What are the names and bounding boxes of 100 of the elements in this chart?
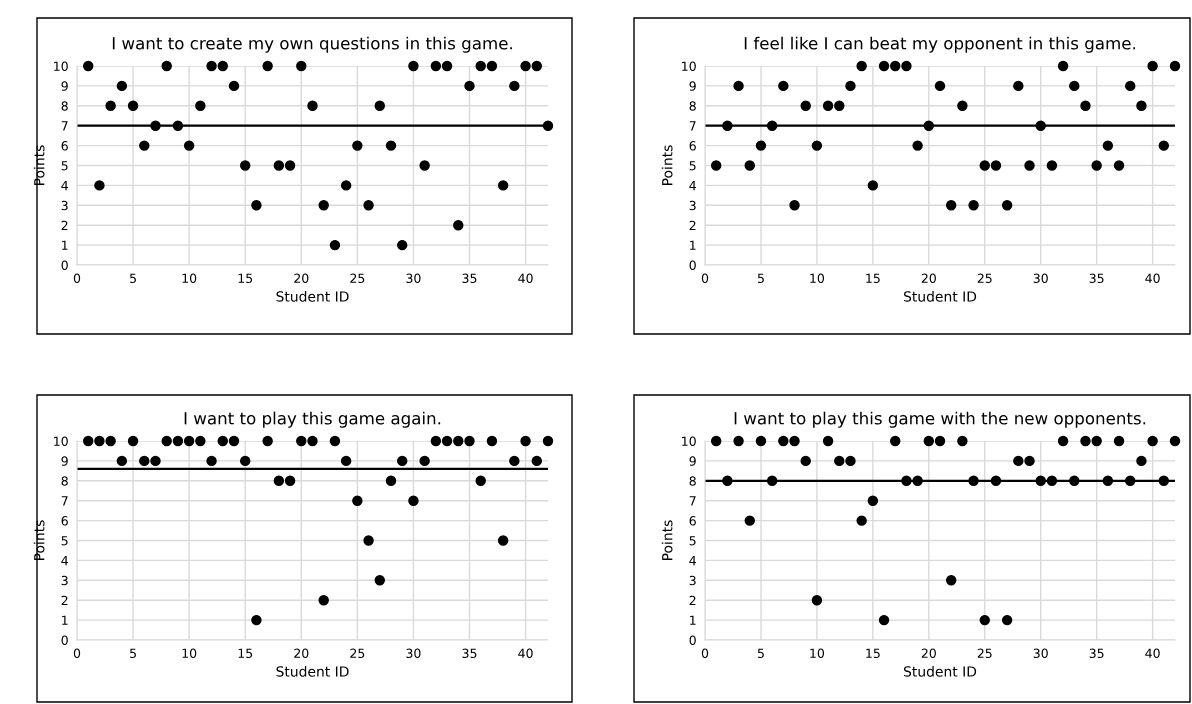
y-tick-label: 3: [689, 575, 696, 586]
point: [116, 455, 128, 467]
point: [834, 100, 845, 112]
point: [912, 475, 923, 487]
y-tick-label: 8: [61, 476, 68, 486]
point: [475, 475, 486, 487]
point: [968, 475, 979, 487]
point: [1158, 140, 1170, 151]
point: [430, 435, 442, 447]
point: [296, 60, 307, 72]
x-tick-label: 35: [1089, 273, 1104, 284]
point: [744, 515, 755, 526]
y-tick-label: 5: [61, 536, 68, 546]
x-tick-label: 25: [977, 648, 992, 659]
point: [934, 435, 946, 447]
y-tick-label: 7: [61, 496, 68, 506]
x-tick-label: 40: [1145, 648, 1160, 659]
y-axis-title: Points: [661, 520, 673, 560]
point: [789, 200, 800, 211]
y-tick-label: 9: [689, 81, 696, 91]
point: [923, 435, 935, 447]
point: [1001, 200, 1013, 211]
y-tick-label: 10: [682, 436, 696, 446]
point: [1113, 435, 1125, 447]
point: [139, 455, 150, 467]
y-tick-label: 7: [689, 496, 696, 506]
point: [441, 60, 453, 72]
point: [206, 60, 217, 72]
point: [1080, 100, 1091, 112]
x-tick-label: 5: [130, 273, 136, 284]
point: [307, 100, 318, 112]
point: [127, 100, 139, 112]
point: [385, 475, 397, 487]
point: [284, 160, 296, 171]
point: [1057, 435, 1069, 447]
point: [1147, 60, 1158, 72]
point: [979, 614, 990, 626]
x-tick-label: 35: [462, 273, 477, 284]
point: [374, 575, 385, 586]
point: [83, 60, 94, 72]
point: [766, 475, 778, 487]
point: [990, 475, 1002, 487]
point: [1035, 120, 1046, 131]
chart-title: I want to play this game with the new opponents.: [734, 411, 1146, 428]
point: [329, 435, 341, 447]
point: [789, 435, 800, 447]
y-tick-label: 8: [689, 101, 696, 111]
point: [1024, 160, 1035, 171]
point: [1102, 140, 1114, 151]
point: [811, 594, 823, 606]
point: [710, 435, 722, 447]
x-tick-label: 15: [866, 273, 880, 284]
point: [733, 80, 744, 92]
point: [195, 100, 206, 112]
point: [397, 239, 408, 251]
point: [968, 200, 979, 211]
point: [329, 239, 341, 251]
point: [161, 60, 172, 72]
point: [856, 60, 867, 72]
x-tick-label: 20: [294, 273, 309, 284]
point: [520, 60, 531, 72]
point: [228, 435, 240, 447]
point: [105, 100, 116, 112]
point: [217, 435, 228, 447]
chart-title: I feel like I can beat my opponent in this game.: [744, 36, 1136, 53]
y-tick-label: 6: [689, 141, 696, 151]
point: [340, 180, 352, 191]
point: [1057, 60, 1069, 72]
x-tick-label: 0: [73, 273, 81, 284]
point: [1069, 80, 1080, 92]
point: [419, 160, 430, 171]
x-tick-label: 0: [73, 648, 81, 659]
x-tick-label: 40: [1145, 273, 1160, 284]
y-tick-label: 2: [61, 220, 68, 230]
y-tick-label: 1: [690, 240, 696, 250]
point: [934, 80, 946, 92]
point: [901, 475, 912, 487]
point: [957, 435, 968, 447]
point: [957, 100, 968, 112]
point: [1046, 475, 1058, 487]
x-axis-title: Student ID: [276, 290, 349, 302]
point: [945, 575, 957, 586]
x-axis-title: Student ID: [903, 665, 977, 677]
x-axis-title: Student ID: [276, 665, 349, 677]
point: [1158, 475, 1170, 487]
point: [766, 120, 778, 131]
point: [374, 100, 385, 112]
x-tick-label: 5: [757, 648, 764, 659]
x-tick-label: 30: [406, 273, 421, 284]
x-tick-label: 0: [701, 648, 709, 659]
point: [453, 219, 464, 231]
point: [878, 60, 890, 72]
point: [1113, 160, 1125, 171]
point: [296, 435, 307, 447]
point: [1136, 455, 1147, 467]
point: [83, 435, 94, 447]
y-tick-label: 4: [61, 556, 68, 566]
x-tick-label: 0: [701, 273, 709, 284]
point: [531, 60, 542, 72]
y-tick-label: 10: [682, 61, 696, 71]
